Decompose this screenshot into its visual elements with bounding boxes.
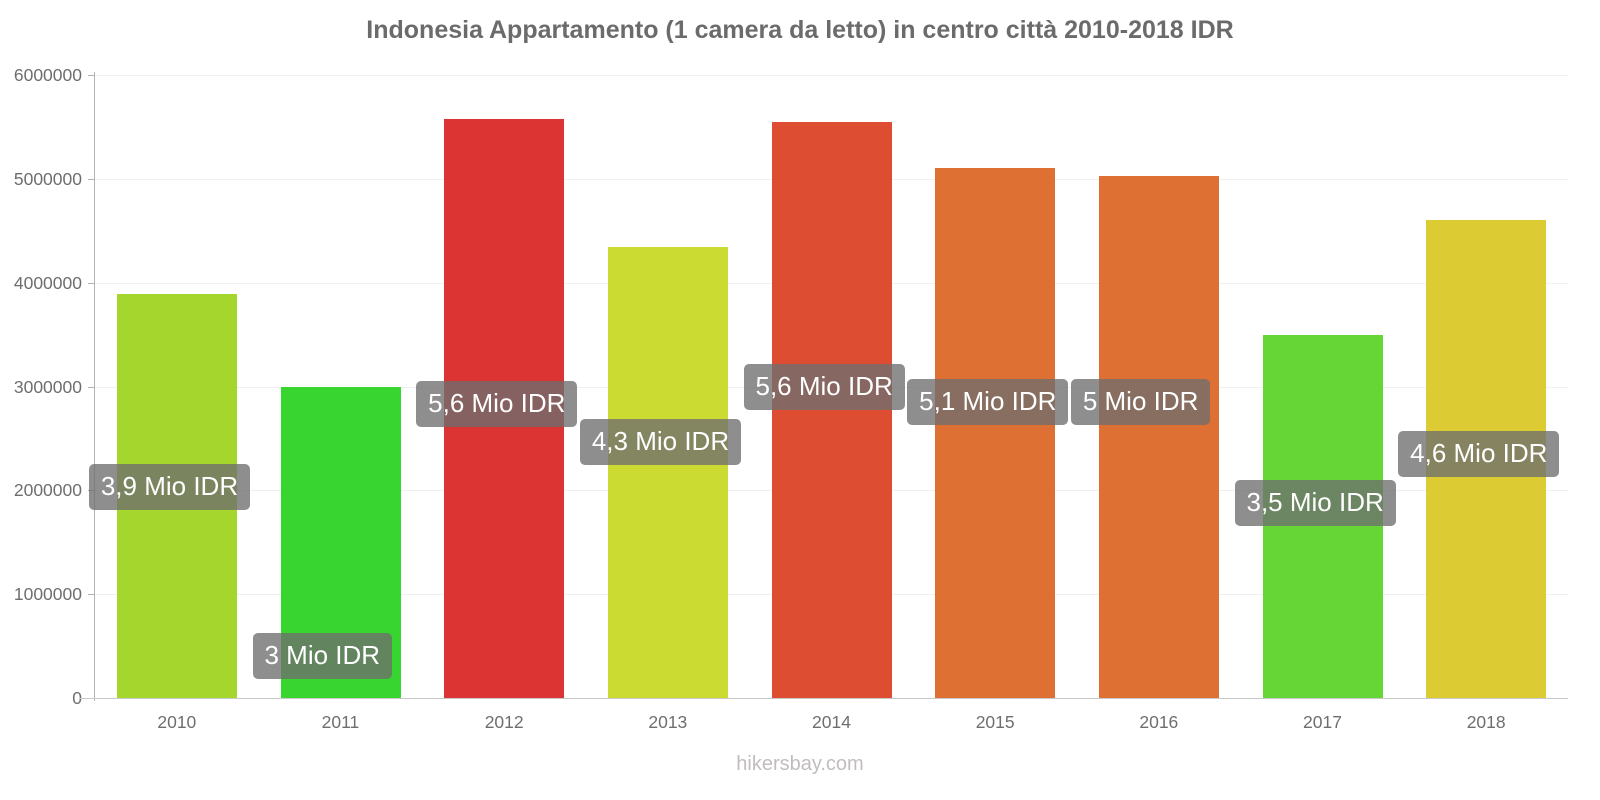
bar-value-label: 5,6 Mio IDR: [416, 380, 578, 427]
x-tick-label: 2017: [1303, 712, 1342, 732]
bar-value-label: 4,6 Mio IDR: [1398, 431, 1560, 478]
y-tick-label: 6000000: [13, 65, 82, 85]
footer-credit: hikersbay.com: [736, 753, 864, 775]
y-tick-mark: [88, 594, 95, 595]
x-tick-label: 2015: [975, 712, 1015, 732]
y-axis-line: [94, 72, 95, 701]
y-tick-label: 1000000: [13, 584, 82, 604]
x-tick-label: 2014: [812, 712, 851, 732]
y-tick-mark: [88, 283, 95, 284]
bar[interactable]: [1098, 175, 1219, 698]
bar-value-label: 3,9 Mio IDR: [88, 464, 251, 511]
bar[interactable]: [935, 168, 1056, 698]
bar-value-label: 3,5 Mio IDR: [1234, 479, 1396, 526]
x-tick-label: 2013: [648, 712, 688, 732]
bar[interactable]: [607, 247, 728, 698]
bar-value-label: 5,1 Mio IDR: [907, 379, 1069, 426]
gridline: [95, 75, 1568, 76]
y-tick-label: 5000000: [13, 169, 82, 189]
x-axis-line: [80, 698, 1568, 699]
x-tick-label: 2011: [321, 712, 360, 732]
y-tick-mark: [88, 387, 95, 388]
bar-value-label: 4,3 Mio IDR: [579, 419, 742, 466]
y-tick-mark: [88, 179, 95, 180]
x-tick-label: 2016: [1139, 712, 1179, 732]
y-tick-label: 2000000: [13, 480, 82, 500]
x-tick-label: 2018: [1466, 712, 1506, 732]
bar-value-label: 3 Mio IDR: [252, 632, 393, 679]
chart-title: Indonesia Appartamento (1 camera da lett…: [366, 16, 1234, 44]
y-tick-label: 4000000: [13, 273, 82, 293]
bar-value-label: 5 Mio IDR: [1070, 378, 1211, 425]
y-tick-mark: [88, 75, 95, 76]
y-tick-label: 3000000: [13, 377, 82, 397]
bar-value-label: 5,6 Mio IDR: [743, 363, 905, 410]
y-tick-label: 0: [72, 688, 82, 708]
bar[interactable]: [771, 121, 892, 698]
x-tick-label: 2010: [157, 712, 197, 732]
x-tick-label: 2012: [484, 712, 524, 732]
